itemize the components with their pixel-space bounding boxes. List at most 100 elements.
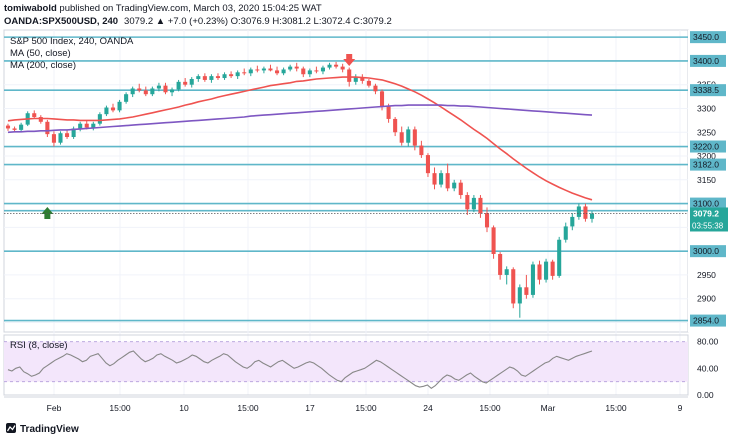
rsi-axis[interactable]: 80.00 40.00 0.00 [697, 337, 719, 400]
rsi-tick-label: 0.00 [697, 390, 714, 400]
candle-body [183, 81, 188, 85]
level-price-label: 3450.0 [693, 32, 719, 42]
candle-body [189, 78, 194, 85]
candle-body [124, 94, 129, 102]
candle-body [143, 90, 148, 95]
candle-body [248, 69, 253, 74]
time-tick-label: 17 [305, 403, 315, 413]
candle-body [379, 91, 385, 107]
level-price-label: 3220.0 [693, 142, 719, 152]
level-price-label: 3000.0 [693, 246, 719, 256]
candle-body [386, 106, 391, 119]
candle-body [524, 287, 529, 295]
candle-body [471, 197, 476, 210]
candle-body [465, 195, 470, 210]
publish-info: published on TradingView.com, March 03, … [57, 3, 322, 14]
candle-body [576, 206, 581, 217]
time-tick-label: 15:00 [237, 403, 259, 413]
signal-arrows [41, 54, 356, 220]
candle-body [196, 76, 201, 79]
candle-body [583, 206, 588, 219]
candle-body [288, 66, 293, 70]
candle-body [91, 123, 96, 128]
level-price-tag [690, 140, 726, 153]
candle-body [353, 77, 358, 82]
price-axis[interactable]: 3450340033503300325032003150310030503000… [688, 30, 740, 332]
candle-body [5, 125, 11, 129]
candle-body [97, 114, 102, 124]
candle-body [314, 70, 319, 72]
level-price-label: 3338.5 [693, 85, 719, 95]
time-tick-label: Mar [541, 403, 556, 413]
candle-body [432, 173, 437, 185]
price-tick-label: 3200 [697, 151, 716, 161]
candle-body [222, 74, 227, 79]
time-tick-label: 9 [678, 403, 683, 413]
level-price-tag [690, 197, 726, 210]
candle-body [498, 254, 503, 275]
candle-body [327, 64, 332, 68]
ma50-line [7, 76, 593, 201]
candle-body [439, 173, 444, 185]
candle-body [517, 287, 522, 304]
candle-body [484, 213, 490, 228]
candle-body [504, 269, 509, 275]
legend-ma200: MA (200, close) [10, 60, 76, 71]
candle-body [320, 67, 326, 72]
candle-body [170, 89, 175, 93]
symbol-label: OANDA:SPX500USD, 240 [4, 16, 118, 27]
last-price-tag [690, 207, 728, 232]
candles [5, 61, 595, 318]
level-price-tag [690, 314, 726, 327]
candle-body [570, 216, 575, 227]
sell-signal-arrow [343, 54, 356, 67]
candle-body [150, 88, 155, 95]
price-tick-label: 3250 [697, 127, 716, 137]
candle-body [38, 117, 43, 122]
rsi-tick-label: 40.00 [697, 363, 719, 373]
candle-body [130, 88, 135, 95]
candle-body [281, 69, 286, 74]
last-price-label: 3079.2 [693, 208, 719, 218]
ohlc-values: 3079.2 ▲ +7.0 (+0.23%) O:3076.9 H:3081.2… [124, 16, 392, 27]
candle-body [491, 227, 496, 255]
time-axis[interactable]: Feb 15:00 10 15:00 17 15:00 24 15:00 Mar 15:00 9 [47, 403, 683, 413]
candle-body [406, 129, 411, 143]
candle-body [242, 72, 247, 74]
candle-body [261, 68, 266, 71]
rsi-line [7, 350, 593, 389]
candle-body [478, 197, 483, 214]
candle-body [45, 121, 50, 135]
candle-body [117, 101, 122, 111]
buy-signal-arrow [41, 207, 54, 220]
legend-ma50: MA (50, close) [10, 48, 71, 59]
candle-body [156, 85, 161, 89]
candle-body [412, 129, 417, 146]
tradingview-logo[interactable]: TradingView [6, 423, 79, 435]
level-price-tag [690, 245, 726, 258]
candle-body [445, 173, 450, 189]
price-tick-label: 3150 [697, 175, 716, 185]
candle-body [202, 76, 207, 80]
level-price-label: 3100.0 [693, 199, 719, 209]
price-tick-label: 3300 [697, 103, 716, 113]
candle-body [110, 107, 116, 111]
time-tick-label: 24 [423, 403, 433, 413]
candle-body [530, 264, 535, 295]
candle-body [334, 64, 339, 67]
level-price-tag [690, 158, 726, 171]
candle-body [347, 69, 352, 82]
candle-body [12, 128, 17, 130]
candle-body [71, 128, 76, 138]
candle-body [425, 155, 430, 174]
time-tick-label: 15:00 [605, 403, 627, 413]
level-price-tag [690, 31, 726, 44]
candle-body [550, 261, 555, 276]
candle-body [340, 66, 345, 70]
bar-countdown-label: 03:55:38 [692, 221, 724, 230]
candle-body [65, 133, 70, 138]
candle-body [307, 70, 312, 75]
candle-body [163, 85, 168, 93]
